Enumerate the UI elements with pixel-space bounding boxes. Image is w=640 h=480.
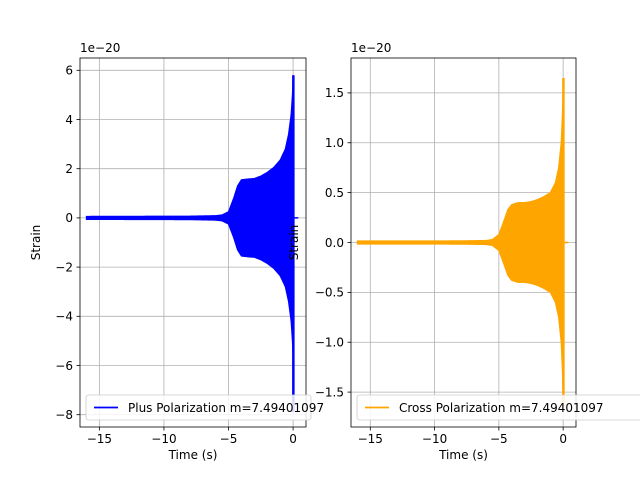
plus-y-tick-label: −8 [55, 408, 73, 422]
plus-axes-frame [79, 57, 307, 428]
plus-x-tick-label: −5 [220, 432, 238, 446]
plus-y-tick-label: 4 [65, 113, 73, 127]
cross-x-tick-label: −5 [490, 432, 508, 446]
plus-y-tick-label: −6 [55, 359, 73, 373]
cross-x-axis-label: Time (s) [438, 448, 488, 462]
plus-waveform-series [85, 75, 299, 413]
plus-legend-box [85, 394, 312, 421]
plus-x-tick-label: −15 [87, 432, 112, 446]
cross-x-tick-label: −10 [422, 432, 447, 446]
plus-y-tick-label: −4 [55, 310, 73, 324]
cross-y-axis-label: Strain [287, 225, 301, 261]
plus-y-tick-label: −2 [55, 260, 73, 274]
cross-legend: Cross Polarization m=7.49401097 [356, 394, 640, 421]
plus-x-axis-label: Time (s) [168, 448, 218, 462]
cross-polarization-chart: −15 −10 −5 0 −1.5 −1.0 −0.5 0.0 0.5 1.0 1.5 1e−20 Ti… [287, 41, 640, 462]
cross-y-tick-label: 0.5 [325, 186, 344, 200]
cross-legend-label: Cross Polarization m=7.49401097 [399, 401, 604, 415]
plus-legend: Plus Polarization m=7.49401097 [85, 394, 324, 421]
plus-scale-label: 1e−20 [80, 41, 120, 55]
cross-x-tick-label: 0 [559, 432, 567, 446]
cross-y-tick-label: 1.0 [325, 136, 344, 150]
plus-y-tick-label: 6 [65, 64, 73, 78]
cross-y-tick-label: 1.5 [325, 86, 344, 100]
cross-y-tick-label: −1.5 [315, 385, 344, 399]
cross-x-tick-label: −15 [358, 432, 383, 446]
plus-x-tick-label: 0 [289, 432, 297, 446]
cross-legend-box [356, 394, 640, 421]
cross-y-tick-label: −1.0 [315, 336, 344, 350]
plus-legend-label: Plus Polarization m=7.49401097 [128, 401, 324, 415]
plus-polarization-chart: −15 −10 −5 0 −8 −6 −4 −2 0 2 4 6 1e−20 Time (s) Strain… [29, 41, 324, 462]
cross-y-tick-label: −0.5 [315, 286, 344, 300]
cross-scale-label: 1e−20 [351, 41, 391, 55]
plus-y-axis-label: Strain [29, 225, 43, 261]
plus-y-tick-label: 2 [65, 162, 73, 176]
cross-y-tick-label: 0.0 [325, 236, 344, 250]
plus-y-tick-label: 0 [65, 211, 73, 225]
plus-x-tick-label: −10 [151, 432, 176, 446]
